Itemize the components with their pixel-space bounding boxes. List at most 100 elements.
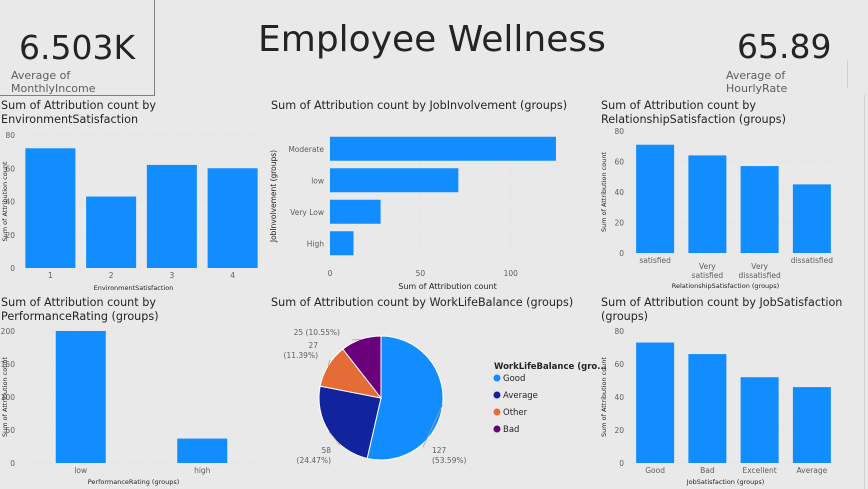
chart-perf: 0 50 100 150 200 low high PerformanceRating (gr… xyxy=(1,327,263,486)
y-tick-label: 80 xyxy=(5,131,15,140)
x-tick-label: dissatisfied xyxy=(791,256,834,265)
data-label: 127 xyxy=(432,446,447,455)
y-tick-label: 60 xyxy=(5,164,15,173)
y-tick-label: 200 xyxy=(1,327,16,336)
pie-slice-average xyxy=(318,385,382,460)
y-axis-title: JobInvolvement (groups) xyxy=(269,150,278,243)
y-tick-label: 80 xyxy=(614,127,624,136)
bar-1 xyxy=(25,148,76,268)
data-label: 25 (10.55%) xyxy=(294,328,340,337)
chart-title-job-satisfaction: Sum of Attribution count by JobSatisfact… xyxy=(601,296,843,323)
x-tick-label: 4 xyxy=(230,271,235,280)
pie-slice-good xyxy=(366,335,444,461)
kpi-value-monthly-income: 6.503K xyxy=(19,28,136,67)
bar-low xyxy=(55,331,106,463)
legend-item-average: Average xyxy=(503,391,538,401)
chart-title-worklife: Sum of Attribution count by WorkLifeBala… xyxy=(271,296,574,309)
y-tick-label: Very Low xyxy=(290,208,324,217)
bar-bad xyxy=(688,354,727,463)
bar-moderate xyxy=(330,136,556,161)
x-tick-label: high xyxy=(194,466,211,475)
bar-excellent xyxy=(740,377,779,463)
chart-jsat: 0 20 40 60 80 Good Bad Excellent Average JobSatis… xyxy=(600,327,838,486)
kpi-card-monthly-income[interactable]: 6.503K Average of MonthlyIncome xyxy=(0,0,155,96)
leader-line xyxy=(327,359,331,366)
y-axis-title: Sum of Attribution count xyxy=(600,357,608,437)
x-tick-label: 100 xyxy=(504,269,519,278)
x-axis-title: JobSatisfaction (groups) xyxy=(686,478,765,486)
kpi-label-monthly-income: Average of MonthlyIncome xyxy=(11,69,96,95)
bar-very-low xyxy=(330,199,381,224)
x-tick-label: Very satisfied xyxy=(692,262,724,280)
bar-low xyxy=(330,168,459,193)
kpi-value-hourly-rate: 65.89 xyxy=(737,27,832,66)
y-tick-label: 40 xyxy=(614,188,624,197)
bar-2 xyxy=(86,196,137,268)
chart-title-relationship: Sum of Attribution count by Relationship… xyxy=(601,99,786,126)
y-tick-label: 0 xyxy=(10,264,15,273)
chart-wlb: 127(53.59%) 58(24.47%) 27(11.39%) 25 (10.55… xyxy=(284,328,607,465)
y-tick-label: 20 xyxy=(614,426,624,435)
chart-title-job-involvement: Sum of Attribution count by JobInvolveme… xyxy=(271,99,568,112)
bar-very-satisfied xyxy=(688,155,727,253)
y-tick-label: 0 xyxy=(619,459,624,468)
bar-average xyxy=(792,387,831,463)
legend-marker-other xyxy=(493,408,501,416)
kpi-label-hourly-rate: Average of HourlyRate xyxy=(726,69,788,95)
pie-slice-bad xyxy=(342,335,382,400)
kpi-card-hourly-rate[interactable]: 65.89 Average of HourlyRate xyxy=(724,22,844,95)
x-tick-label: 0 xyxy=(328,269,333,278)
bar-4 xyxy=(207,168,258,268)
y-tick-label: 0 xyxy=(619,249,624,258)
right-panel-edge xyxy=(864,95,865,489)
y-tick-label: 20 xyxy=(5,231,15,240)
x-axis-title: PerformanceRating (groups) xyxy=(88,478,180,486)
data-label: 27 xyxy=(308,341,318,350)
y-tick-label: 60 xyxy=(614,158,624,167)
y-tick-label: High xyxy=(307,239,324,248)
y-axis-title: Sum of Attribution count xyxy=(1,161,9,241)
bar-good xyxy=(636,342,675,463)
y-tick-label: 60 xyxy=(614,360,624,369)
leader-line xyxy=(328,431,341,446)
x-tick-label: 3 xyxy=(169,271,174,280)
chart-title-performance: Sum of Attribution count by PerformanceR… xyxy=(1,296,159,323)
x-axis-title: EnvironmentSatisfaction xyxy=(94,284,174,292)
y-tick-label: 100 xyxy=(1,393,16,402)
bar-satisfied xyxy=(636,144,675,253)
y-axis-title: Sum of Attribution count xyxy=(1,357,9,437)
bar-very-dissatisfied xyxy=(740,166,779,253)
x-tick-label: 1 xyxy=(48,271,53,280)
legend-item-other: Other xyxy=(503,408,528,418)
data-label-pct: (24.47%) xyxy=(297,456,332,465)
bar-high xyxy=(330,231,354,256)
x-tick-label: Average xyxy=(796,466,827,475)
page-title: Employee Wellness xyxy=(258,19,606,60)
bar-dissatisfied xyxy=(792,184,831,253)
y-tick-label: low xyxy=(311,176,324,185)
leader-line xyxy=(351,338,361,341)
x-tick-label: 2 xyxy=(109,271,114,280)
x-tick-label: low xyxy=(74,466,87,475)
x-tick-label: Good xyxy=(645,466,665,475)
y-tick-label: 0 xyxy=(10,459,15,468)
bar-3 xyxy=(146,164,197,268)
legend-marker-good xyxy=(493,374,501,382)
x-tick-label: Very dissatisfied xyxy=(738,262,781,280)
y-tick-label: 40 xyxy=(614,393,624,402)
y-tick-label: Moderate xyxy=(288,145,324,154)
x-tick-label: Bad xyxy=(700,466,715,475)
x-axis-title: RelationshipSatisfaction (groups) xyxy=(672,282,779,290)
chart-env: 0 20 40 60 80 1 2 3 4 EnvironmentSatisfaction Sum … xyxy=(1,131,263,292)
leader-line xyxy=(422,404,443,448)
legend-marker-average xyxy=(493,391,501,399)
legend-title: WorkLifeBalance (gro... xyxy=(494,362,607,372)
kpi-card-edge xyxy=(847,60,848,88)
chart-title-environment: Sum of Attribution count by EnvironmentS… xyxy=(1,99,156,126)
legend-marker-bad xyxy=(493,425,501,433)
chart-rel: 0 20 40 60 80 satisfied Very satisfied Very dissa… xyxy=(600,127,838,290)
x-tick-label: Excellent xyxy=(742,466,776,475)
y-tick-label: 150 xyxy=(1,360,16,369)
y-tick-label: 50 xyxy=(5,426,15,435)
x-tick-label: 50 xyxy=(416,269,426,278)
